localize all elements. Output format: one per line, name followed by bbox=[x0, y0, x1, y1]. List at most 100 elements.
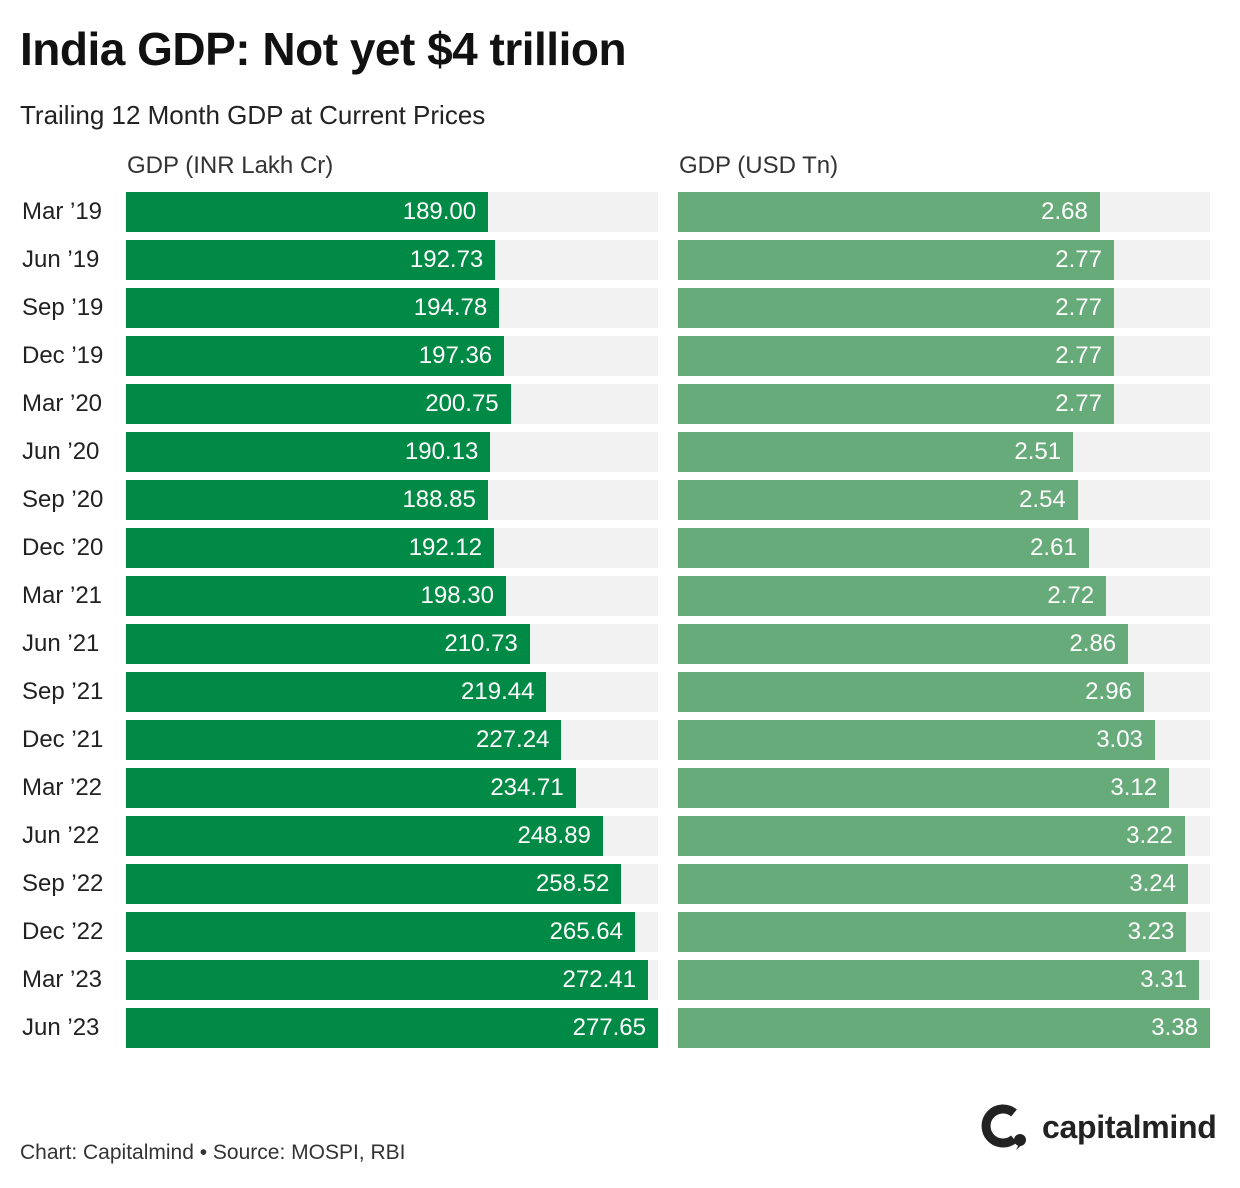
chart-title: India GDP: Not yet $4 trillion bbox=[20, 23, 627, 75]
capitalmind-logo: capitalmind bbox=[980, 1102, 1217, 1152]
bar: 194.78 bbox=[126, 288, 500, 328]
bar: 2.77 bbox=[678, 240, 1114, 280]
bar-track: 227.24 bbox=[126, 720, 658, 760]
chart-source-note: Chart: Capitalmind • Source: MOSPI, RBI bbox=[20, 1141, 406, 1164]
bar: 3.38 bbox=[678, 1008, 1210, 1048]
bar-value-label: 248.89 bbox=[517, 822, 591, 849]
bar-track: 3.24 bbox=[678, 864, 1210, 904]
bar-value-label: 258.52 bbox=[535, 870, 610, 897]
bar-value-label: 2.77 bbox=[1055, 342, 1102, 369]
category-label: Mar ’22 bbox=[22, 774, 103, 801]
bar-track: 3.22 bbox=[678, 816, 1210, 856]
bar-track: 2.54 bbox=[678, 480, 1210, 520]
bar: 234.71 bbox=[126, 768, 576, 808]
bar: 3.12 bbox=[678, 768, 1170, 808]
category-label: Sep ’21 bbox=[22, 678, 104, 705]
bar: 3.24 bbox=[678, 864, 1188, 904]
bar-value-label: 2.68 bbox=[1041, 198, 1088, 225]
bar-value-label: 227.24 bbox=[476, 726, 550, 753]
bar-track: 3.23 bbox=[678, 912, 1210, 952]
brand-name: capitalmind bbox=[1042, 1108, 1217, 1145]
bar: 248.89 bbox=[126, 816, 603, 856]
bar-value-label: 2.77 bbox=[1055, 390, 1102, 417]
bar-track: 258.52 bbox=[126, 864, 658, 904]
bar: 2.77 bbox=[678, 384, 1114, 424]
bar: 227.24 bbox=[126, 720, 562, 760]
bar: 219.44 bbox=[126, 672, 547, 712]
bar-value-label: 234.71 bbox=[490, 774, 564, 801]
bar-track: 2.77 bbox=[678, 288, 1210, 328]
bar-value-label: 198.30 bbox=[420, 582, 494, 609]
bar-track: 2.61 bbox=[678, 528, 1210, 568]
bar-value-label: 2.51 bbox=[1014, 438, 1062, 465]
bar-track: 2.77 bbox=[678, 336, 1210, 376]
capitalmind-logo-icon bbox=[981, 1104, 1026, 1150]
category-label: Jun ’20 bbox=[22, 438, 100, 465]
bar-track: 2.68 bbox=[678, 192, 1210, 232]
bar-value-label: 3.31 bbox=[1140, 966, 1187, 993]
bar-track: 192.73 bbox=[126, 240, 658, 280]
bar: 3.03 bbox=[678, 720, 1155, 760]
bar-value-label: 3.23 bbox=[1127, 918, 1175, 945]
bar-value-label: 2.77 bbox=[1055, 246, 1102, 273]
bar-value-label: 3.22 bbox=[1126, 822, 1173, 849]
bar-track: 2.96 bbox=[678, 672, 1210, 712]
bar-value-label: 189.00 bbox=[402, 198, 477, 225]
bar-value-label: 197.36 bbox=[418, 342, 493, 369]
bar-value-label: 2.77 bbox=[1055, 294, 1102, 321]
bar-track: 200.75 bbox=[126, 384, 658, 424]
bar: 265.64 bbox=[126, 912, 635, 952]
bar-value-label: 219.44 bbox=[461, 678, 535, 705]
bar-value-label: 210.73 bbox=[444, 630, 518, 657]
bar-track: 234.71 bbox=[126, 768, 658, 808]
bar-value-label: 272.41 bbox=[562, 966, 636, 993]
bar: 2.77 bbox=[678, 336, 1114, 376]
bar: 190.13 bbox=[126, 432, 491, 472]
category-label: Mar ’21 bbox=[22, 582, 103, 609]
bar-track: 188.85 bbox=[126, 480, 658, 520]
bar-value-label: 190.13 bbox=[404, 438, 479, 465]
bar: 2.77 bbox=[678, 288, 1114, 328]
bar-value-label: 277.65 bbox=[572, 1014, 646, 1041]
bar: 198.30 bbox=[126, 576, 506, 616]
bar-value-label: 192.12 bbox=[408, 534, 483, 561]
bar-track: 3.31 bbox=[678, 960, 1210, 1000]
bar-value-label: 200.75 bbox=[425, 390, 499, 417]
bar: 258.52 bbox=[126, 864, 622, 904]
category-label: Jun ’23 bbox=[22, 1014, 100, 1041]
bar: 189.00 bbox=[126, 192, 489, 232]
bar-track: 219.44 bbox=[126, 672, 658, 712]
bar-track: 2.51 bbox=[678, 432, 1210, 472]
bar-track: 277.65 bbox=[126, 1008, 658, 1048]
bar-track: 2.72 bbox=[678, 576, 1210, 616]
inr-panel-label: GDP (INR Lakh Cr) bbox=[127, 152, 334, 179]
bar-value-label: 2.96 bbox=[1085, 678, 1132, 705]
category-label: Sep ’20 bbox=[22, 486, 104, 513]
category-label: Jun ’22 bbox=[22, 822, 100, 849]
category-label: Jun ’21 bbox=[22, 630, 100, 657]
category-label: Sep ’19 bbox=[22, 294, 104, 321]
bar-value-label: 3.12 bbox=[1110, 774, 1158, 801]
bar-value-label: 2.86 bbox=[1069, 630, 1117, 657]
bar-value-label: 3.24 bbox=[1129, 870, 1176, 897]
bar-value-label: 3.38 bbox=[1151, 1014, 1198, 1041]
category-label: Sep ’22 bbox=[22, 870, 104, 897]
bar-track: 192.12 bbox=[126, 528, 658, 568]
bar: 200.75 bbox=[126, 384, 511, 424]
category-label: Mar ’19 bbox=[22, 198, 103, 225]
bar-track: 3.38 bbox=[678, 1008, 1210, 1048]
bar: 277.65 bbox=[126, 1008, 658, 1048]
bar-track: 3.03 bbox=[678, 720, 1210, 760]
bar: 2.86 bbox=[678, 624, 1129, 664]
category-label: Jun ’19 bbox=[22, 246, 100, 273]
bar-value-label: 2.54 bbox=[1019, 486, 1066, 513]
bar: 210.73 bbox=[126, 624, 530, 664]
bar-track: 2.77 bbox=[678, 240, 1210, 280]
chart-subtitle: Trailing 12 Month GDP at Current Prices bbox=[20, 100, 486, 130]
bar: 2.51 bbox=[678, 432, 1074, 472]
bar-track: 198.30 bbox=[126, 576, 658, 616]
bar-value-label: 188.85 bbox=[402, 486, 476, 513]
category-label: Mar ’23 bbox=[22, 966, 103, 993]
bar-track: 265.64 bbox=[126, 912, 658, 952]
bar-value-label: 192.73 bbox=[409, 246, 484, 273]
